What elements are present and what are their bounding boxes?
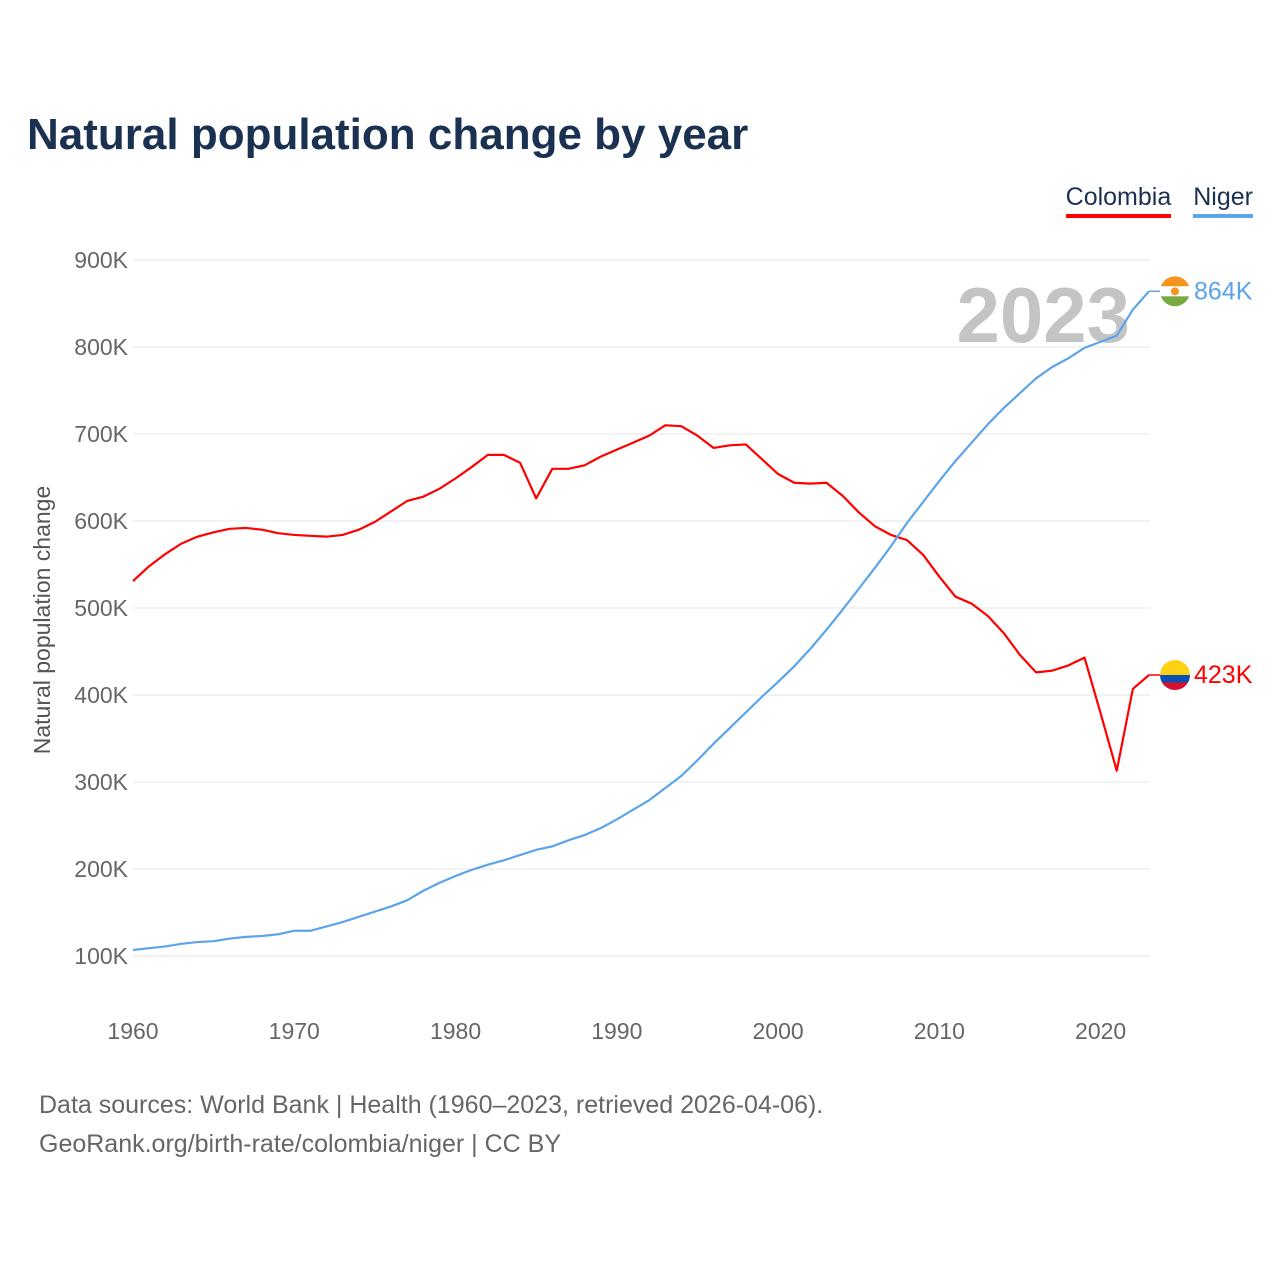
source-link[interactable]: GeoRank.org/birth-rate/colombia/niger | …	[39, 1130, 561, 1158]
y-tick-label: 700K	[74, 421, 128, 447]
series-line-niger	[132, 290, 1150, 952]
y-tick-label: 900K	[74, 247, 128, 273]
end-value-label: 423K	[1194, 661, 1253, 689]
x-tick-label: 1990	[591, 1018, 642, 1044]
source-text: Data sources: World Bank | Health (1960–…	[39, 1091, 824, 1119]
y-tick-label: 500K	[74, 595, 128, 621]
current-year-label: 2023	[956, 271, 1130, 359]
legend: Colombia Niger	[1065, 183, 1253, 218]
x-tick-label: 2000	[752, 1018, 803, 1044]
colombia-flag-icon	[1160, 674, 1190, 683]
niger-flag-icon	[1160, 296, 1190, 307]
y-tick-label: 300K	[74, 769, 128, 795]
legend-item-colombia[interactable]: Colombia	[1065, 183, 1172, 218]
x-tick-label: 1970	[269, 1018, 320, 1044]
y-tick-label: 800K	[74, 334, 128, 360]
x-tick-label: 2020	[1075, 1018, 1126, 1044]
colombia-flag-icon	[1160, 659, 1190, 675]
x-tick-label: 1980	[430, 1018, 481, 1044]
legend-item-niger[interactable]: Niger	[1193, 183, 1253, 218]
series-line-colombia	[132, 424, 1150, 772]
chart-title: Natural population change by year	[27, 110, 749, 159]
end-value-label: 864K	[1194, 277, 1253, 305]
y-tick-label: 100K	[74, 943, 128, 969]
x-tick-label: 2010	[914, 1018, 965, 1044]
y-axis-label: Natural population change	[29, 486, 55, 755]
y-tick-label: 200K	[74, 856, 128, 882]
x-tick-label: 1960	[107, 1018, 158, 1044]
niger-flag-icon	[1171, 287, 1179, 296]
y-tick-label: 400K	[74, 682, 128, 708]
y-tick-label: 600K	[74, 508, 128, 534]
niger-flag-icon	[1160, 276, 1190, 287]
colombia-flag-icon	[1160, 682, 1190, 690]
footer: Data sources: World Bank | Health (1960–…	[39, 1086, 823, 1164]
